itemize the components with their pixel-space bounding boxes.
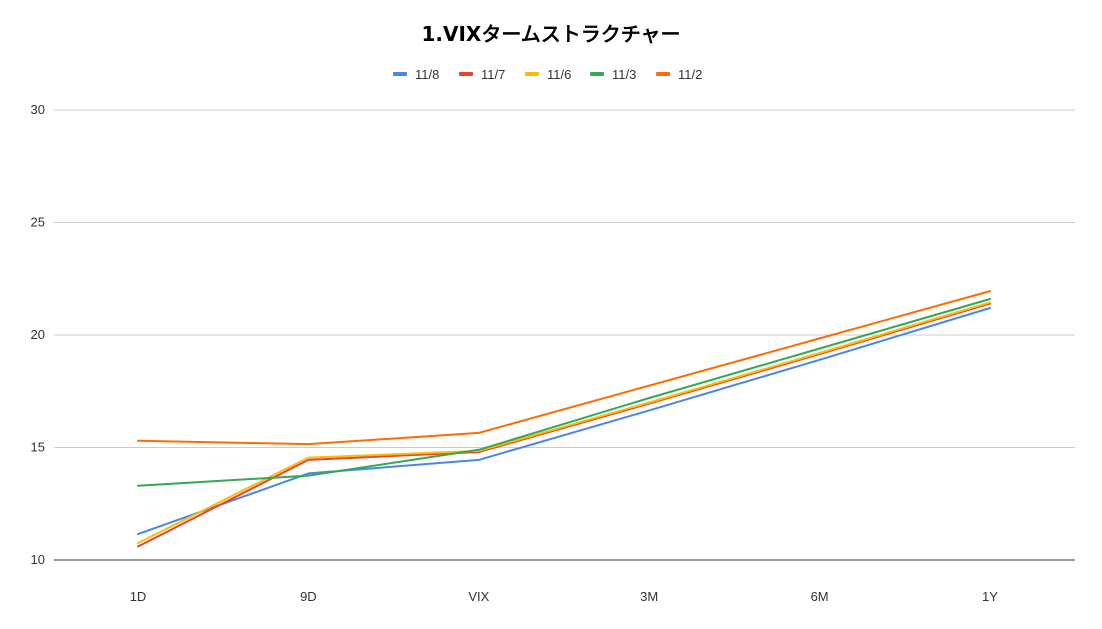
legend-swatch <box>590 72 604 76</box>
y-tick-label: 10 <box>31 552 45 567</box>
chart-title: 1.VIXタームストラクチャー <box>421 22 681 46</box>
legend-swatch <box>656 72 670 76</box>
legend-item[interactable]: 11/6 <box>525 67 571 82</box>
series-line-11-3 <box>137 298 991 487</box>
legend-item[interactable]: 11/8 <box>393 67 439 82</box>
legend-swatch <box>525 72 539 76</box>
y-axis-ticks: 10 15 20 25 30 <box>31 102 45 567</box>
x-tick-label: 3M <box>640 589 658 604</box>
grid-layer <box>54 109 1075 561</box>
x-tick-label: VIX <box>468 589 489 604</box>
y-tick-label: 15 <box>31 440 45 455</box>
series-line-11-6 <box>137 301 991 545</box>
y-tick-label: 20 <box>31 327 45 342</box>
legend-item[interactable]: 11/3 <box>590 67 636 82</box>
x-axis-ticks: 1D 9D VIX 3M 6M 1Y <box>130 589 999 604</box>
legend-label: 11/3 <box>612 67 636 82</box>
series-line-11-7 <box>137 302 991 548</box>
legend-item[interactable]: 11/2 <box>656 67 702 82</box>
x-tick-label: 6M <box>811 589 829 604</box>
x-tick-label: 9D <box>300 589 317 604</box>
legend: 11/8 11/7 11/6 11/3 11/2 <box>393 67 702 82</box>
legend-item[interactable]: 11/7 <box>459 67 505 82</box>
y-tick-label: 25 <box>31 215 45 230</box>
x-tick-label: 1Y <box>982 589 998 604</box>
series-line-11-8 <box>137 307 991 536</box>
legend-swatch <box>393 72 407 76</box>
legend-label: 11/7 <box>481 67 505 82</box>
legend-label: 11/8 <box>415 67 439 82</box>
series-layer <box>137 290 991 548</box>
legend-label: 11/6 <box>547 67 571 82</box>
series-line-11-2 <box>137 290 991 446</box>
legend-label: 11/2 <box>678 67 702 82</box>
x-tick-label: 1D <box>130 589 147 604</box>
y-tick-label: 30 <box>31 102 45 117</box>
legend-swatch <box>459 72 473 76</box>
